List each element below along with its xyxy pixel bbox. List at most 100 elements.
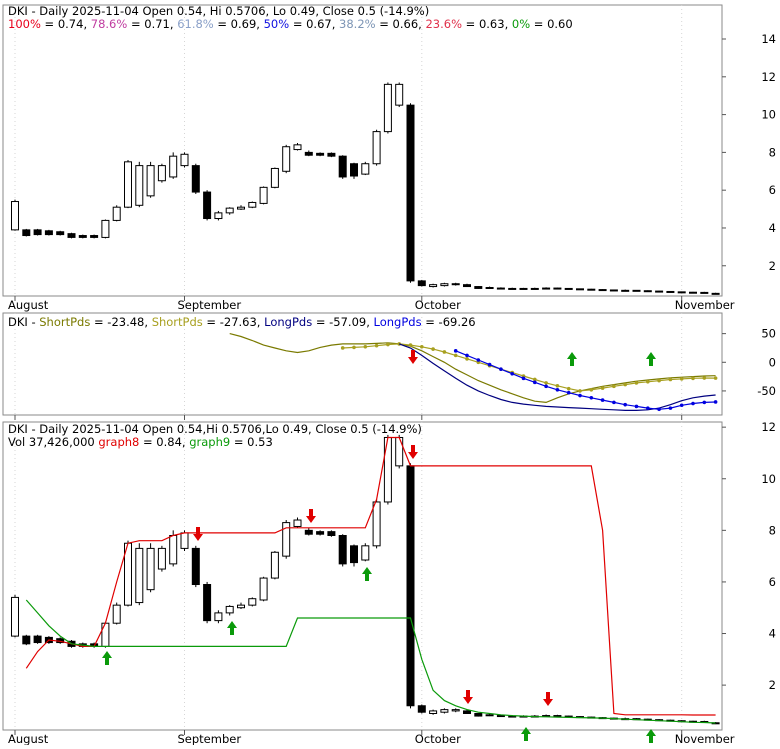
candle-body <box>316 531 325 535</box>
candle-body <box>429 284 438 288</box>
series-point <box>453 353 458 358</box>
candle-body <box>598 289 607 292</box>
x-tick-label: October <box>415 298 461 312</box>
candle-body <box>203 584 212 622</box>
candle-body <box>248 201 257 208</box>
candle-body <box>11 596 19 637</box>
candle-body <box>112 604 121 624</box>
header-segment: 23.6% <box>425 17 462 31</box>
candle-body <box>327 152 336 157</box>
y-tick-label: 4 <box>769 221 776 235</box>
candle-body <box>327 531 336 537</box>
series-point <box>465 357 469 361</box>
candle-body <box>180 532 189 549</box>
candle-body <box>124 161 132 208</box>
candle-body <box>203 191 212 220</box>
header-segment: 0% <box>512 17 530 31</box>
candle-body <box>78 235 87 238</box>
candle-body <box>451 283 460 286</box>
series-point <box>623 402 627 407</box>
y-tick-label: 6 <box>769 183 776 197</box>
candle-body <box>496 287 505 290</box>
candle-body <box>338 535 347 565</box>
candle-body <box>463 284 471 288</box>
header-segment: = 0.66, <box>376 17 426 31</box>
indicator-panel <box>2 312 723 416</box>
series-point <box>431 347 435 351</box>
series-point <box>420 345 424 349</box>
x-tick-label: August <box>8 298 49 312</box>
candle-body <box>101 622 110 647</box>
candle-body <box>259 186 268 204</box>
series-point <box>510 371 514 376</box>
series-point <box>476 358 481 362</box>
candle-body <box>101 219 110 238</box>
x-tick-label: September <box>178 298 242 312</box>
candle-body <box>237 604 245 609</box>
series-point <box>566 386 571 391</box>
candle-body <box>643 290 652 293</box>
candle-body <box>22 229 31 237</box>
y-tick-label: 12 <box>761 70 776 84</box>
series-point <box>600 398 605 402</box>
y-tick-label: 10 <box>761 472 776 486</box>
candle-body <box>237 206 245 210</box>
series-point <box>657 378 661 383</box>
candle-body <box>135 165 144 206</box>
candle-body <box>632 289 641 292</box>
series-point <box>713 400 718 404</box>
candle-body <box>508 287 517 290</box>
candle-body <box>316 152 325 156</box>
series-point <box>634 404 639 409</box>
y-tick-label: 14 <box>761 32 776 46</box>
candle-body <box>417 705 426 713</box>
candle-body <box>406 465 415 707</box>
candle-body <box>711 292 720 295</box>
candle-body <box>11 201 19 231</box>
y-tick-label: 50 <box>761 327 776 341</box>
series-point <box>442 350 447 354</box>
candle-body <box>44 230 53 236</box>
candle-body <box>361 163 370 175</box>
series-point <box>589 387 594 392</box>
header-segment: graph9 <box>189 435 230 449</box>
series-point <box>668 406 673 410</box>
candle-body <box>677 291 686 294</box>
candle-body <box>689 291 697 294</box>
candle-body <box>372 131 381 165</box>
candle-body <box>112 206 121 221</box>
candle-body <box>180 153 189 167</box>
series-point <box>691 376 695 381</box>
candle-body <box>157 165 166 182</box>
candle-body <box>440 709 449 713</box>
candle-body <box>293 144 302 151</box>
header-segment: 38.2% <box>339 17 376 31</box>
y-tick-label: 4 <box>769 627 776 641</box>
candle-body <box>214 212 223 220</box>
y-tick-label: 10 <box>761 108 776 122</box>
header-segment: ShortPds <box>152 315 203 329</box>
y-tick-label: -50 <box>757 384 776 398</box>
header-segment: 78.6% <box>91 17 128 31</box>
candle-body <box>383 83 392 133</box>
series-point <box>600 386 605 390</box>
series-point <box>386 342 390 347</box>
candle-body <box>350 163 358 177</box>
series-point <box>679 377 684 381</box>
header-segment: = 0.53 <box>230 435 273 449</box>
series-point <box>453 349 458 353</box>
candle-body <box>576 288 584 291</box>
candle-body <box>383 436 392 503</box>
series-point <box>363 345 368 349</box>
series-point <box>555 387 560 392</box>
series-point <box>408 343 413 347</box>
x-tick-label: October <box>415 732 461 745</box>
candle-body <box>564 287 573 290</box>
series-line <box>25 599 716 724</box>
candle-body <box>304 151 313 156</box>
candle-body <box>395 436 404 467</box>
header-segment: = 0.67, <box>289 17 339 31</box>
header-segment: 50% <box>264 17 290 31</box>
candle-body <box>350 545 358 564</box>
